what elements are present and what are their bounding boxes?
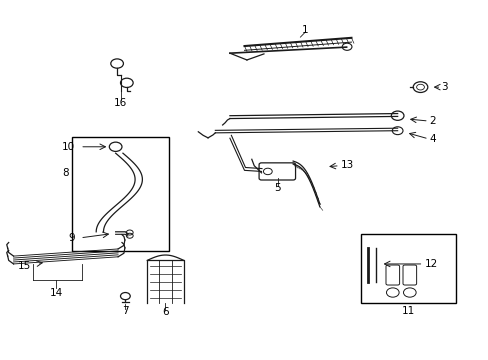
Text: 3: 3 [441, 82, 447, 92]
Text: 5: 5 [274, 183, 280, 193]
Text: 4: 4 [428, 134, 435, 144]
Bar [72, 137, 169, 251]
Text: 7: 7 [122, 306, 128, 316]
Bar [361, 234, 455, 303]
Text: 10: 10 [62, 142, 75, 152]
Text: 9: 9 [68, 233, 75, 243]
Text: 1: 1 [302, 25, 308, 35]
Text: 2: 2 [428, 116, 435, 126]
Text: 6: 6 [162, 307, 168, 317]
Text: 15: 15 [18, 261, 31, 271]
Text: 11: 11 [401, 306, 414, 316]
Text: 14: 14 [50, 288, 63, 297]
Text: 8: 8 [62, 168, 68, 178]
Text: 16: 16 [114, 98, 127, 108]
Text: 13: 13 [340, 160, 353, 170]
Text: 12: 12 [424, 259, 437, 269]
